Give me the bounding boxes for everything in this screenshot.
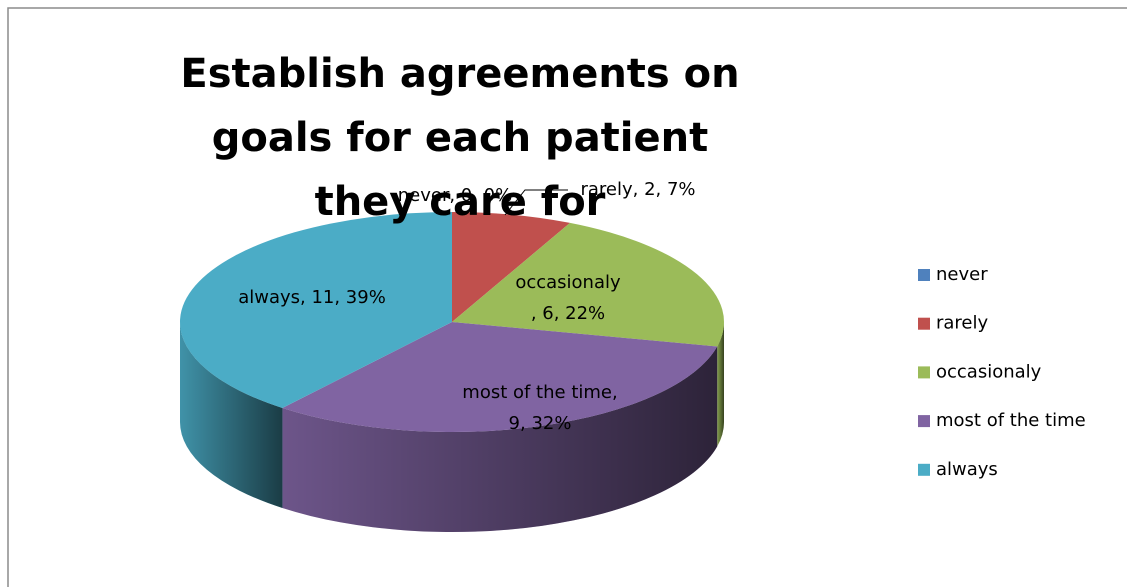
data-label: rarely, 2, 7% <box>580 179 695 200</box>
data-label: , 6, 22% <box>531 303 605 324</box>
legend-swatch <box>918 463 930 476</box>
legend-swatch <box>918 415 930 428</box>
side-shade <box>180 322 283 509</box>
side-shade <box>282 346 718 533</box>
chart-title: Establish agreements on goals for each p… <box>180 51 740 225</box>
legend-label: rarely <box>936 313 989 334</box>
legend-label: always <box>936 459 998 480</box>
slice <box>282 322 718 432</box>
data-label: most of the time, <box>462 382 617 403</box>
leader-line <box>504 189 568 216</box>
data-label: occasionaly <box>515 272 621 293</box>
legend-swatch <box>918 269 930 281</box>
data-label: 9, 32% <box>509 413 572 434</box>
chart-border <box>7 7 1127 587</box>
data-label: always, 11, 39% <box>238 287 386 308</box>
slice <box>452 212 571 322</box>
legend-swatch <box>918 366 930 379</box>
slice <box>180 212 452 409</box>
legend-label: occasionaly <box>936 361 1042 382</box>
data-label: never, 0, 0% <box>398 185 513 206</box>
legend-label: never <box>936 264 988 285</box>
slice <box>452 222 724 347</box>
legend-label: most of the time <box>936 410 1086 431</box>
side-shade <box>717 322 724 447</box>
legend-swatch <box>918 317 930 330</box>
